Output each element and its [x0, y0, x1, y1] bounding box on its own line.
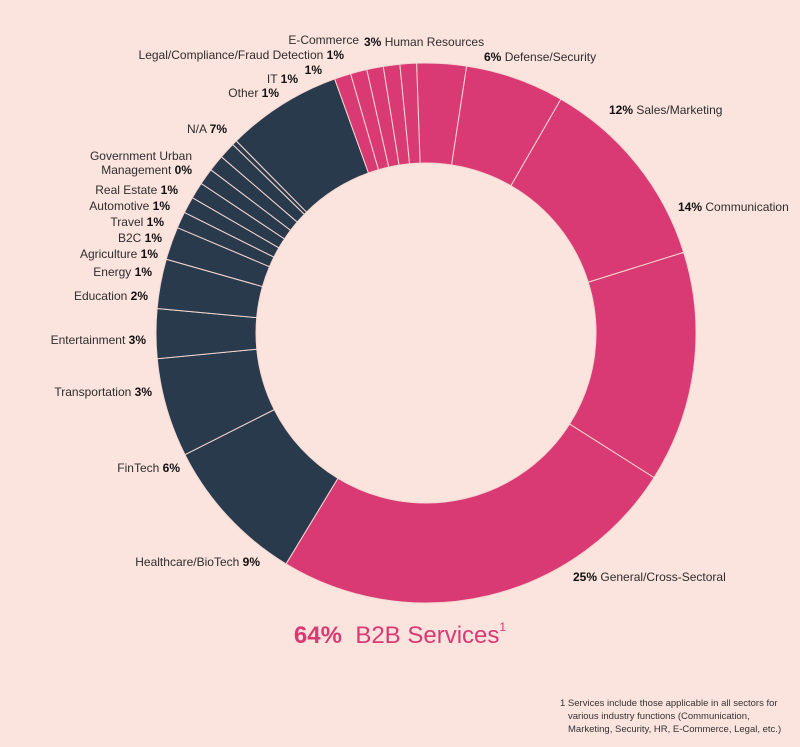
- label-real-estate: Real Estate 1%: [95, 183, 178, 197]
- slice-general-cross-sectoral: [285, 423, 655, 604]
- slice-e-commerce: [399, 62, 421, 165]
- label-human-resources: 3% Human Resources: [364, 35, 485, 49]
- footnote-line-1: 1 Services include those applicable in a…: [560, 698, 778, 709]
- label-fintech: FinTech 6%: [117, 461, 180, 475]
- label-communication: 14% Communication: [678, 200, 789, 214]
- label-e-commerce: E-Commerce: [288, 33, 359, 47]
- footnote-line-3: Marketing, Security, HR, E-Commerce, Leg…: [568, 724, 782, 735]
- label-energy: Energy 1%: [93, 265, 152, 279]
- label-general-cross-sectoral: 25% General/Cross-Sectoral: [573, 570, 726, 584]
- label-it: IT 1%: [266, 72, 298, 86]
- label-agriculture: Agriculture 1%: [79, 247, 158, 261]
- footnote-line-2: various industry functions (Communicatio…: [568, 711, 750, 722]
- label-legal-compliance-fraud: Legal/Compliance/Fraud Detection 1%: [138, 48, 344, 62]
- label-transportation: Transportation 3%: [54, 385, 152, 399]
- headline-text: B2B Services: [355, 622, 500, 649]
- label-travel: Travel 1%: [110, 215, 164, 229]
- label-automotive: Automotive 1%: [89, 199, 170, 213]
- headline-footnote-marker: 1: [499, 620, 507, 634]
- label-unnamed-1pct: 1%: [304, 63, 322, 77]
- label-sales-marketing: 12% Sales/Marketing: [609, 103, 723, 117]
- headline-b2b-services: 64% B2B Services1: [0, 620, 800, 650]
- label-na: N/A 7%: [186, 122, 227, 136]
- label-b2c: B2C 1%: [117, 231, 162, 245]
- footnote: 1 Services include those applicable in a…: [560, 697, 790, 736]
- label-government-urban-management: Government Urban Management 0%: [89, 149, 192, 177]
- label-education: Education 2%: [73, 289, 148, 303]
- label-defense-security: 6% Defense/Security: [484, 50, 597, 64]
- label-entertainment: Entertainment 3%: [50, 333, 146, 347]
- label-healthcare-biotech: Healthcare/BioTech 9%: [135, 555, 260, 569]
- headline-percent: 64%: [293, 622, 342, 649]
- label-other: Other 1%: [228, 86, 279, 100]
